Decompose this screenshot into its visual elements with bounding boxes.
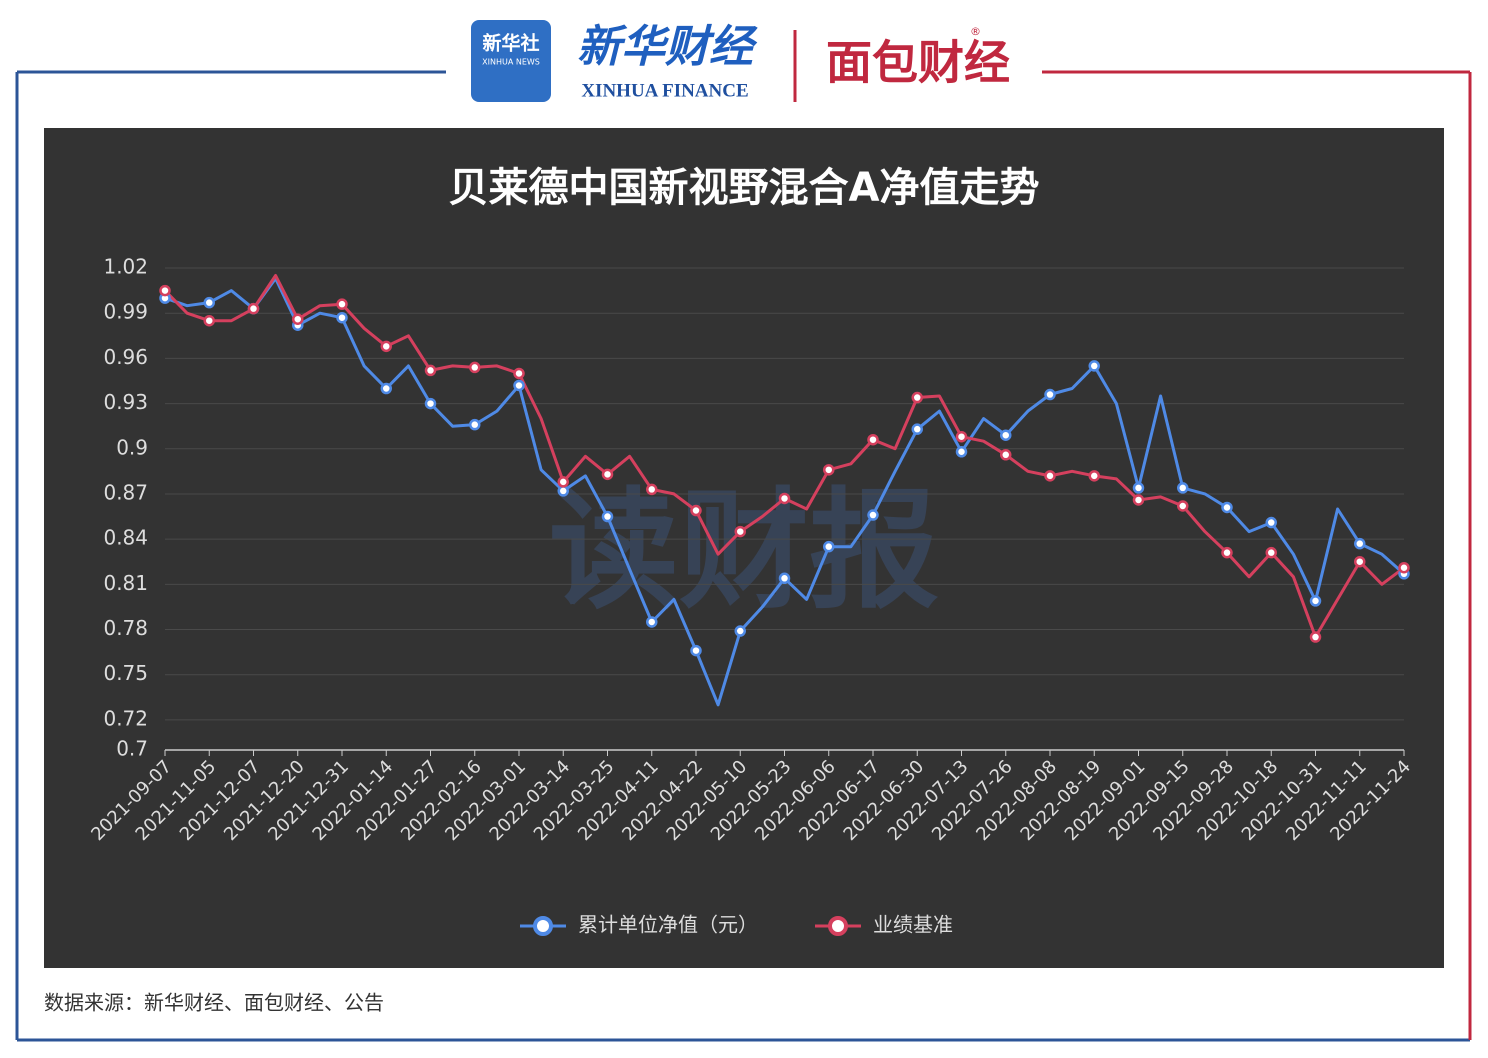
legend-label: 业绩基准	[873, 913, 953, 937]
data-point	[1000, 449, 1012, 461]
data-point	[1265, 516, 1277, 529]
data-point	[1309, 595, 1322, 607]
data-point	[380, 382, 392, 395]
data-point	[823, 464, 835, 476]
y-tick-label: 0.96	[103, 345, 148, 369]
data-point	[1354, 555, 1366, 568]
data-point	[1398, 561, 1410, 574]
data-point	[690, 504, 702, 517]
data-point	[159, 284, 171, 297]
data-point	[203, 296, 215, 309]
data-point	[955, 446, 968, 458]
y-tick-label: 1.02	[103, 255, 148, 279]
data-point	[1132, 494, 1145, 506]
data-point	[690, 644, 702, 657]
data-point	[1088, 470, 1100, 482]
y-tick-label: 0.84	[103, 526, 148, 550]
data-point	[1309, 631, 1322, 643]
data-point	[1000, 429, 1012, 441]
data-point	[1132, 482, 1145, 494]
y-tick-label: 0.81	[103, 571, 148, 595]
logo-partner: 面包财经	[826, 36, 1010, 90]
logo-agency: 新华社	[482, 32, 539, 55]
data-point	[557, 485, 569, 497]
data-point	[867, 509, 879, 521]
watermark: 读财报	[549, 475, 939, 627]
data-point	[1354, 537, 1366, 550]
logo-brand-en: XINHUA FINANCE	[581, 80, 748, 101]
legend-label: 累计单位净值（元）	[578, 913, 758, 937]
data-point	[247, 302, 260, 315]
source-note: 数据来源：新华财经、面包财经、公告	[44, 991, 384, 1015]
logo-badge	[471, 20, 551, 102]
data-point	[1044, 388, 1056, 401]
y-tick-label: 0.99	[103, 300, 148, 324]
data-point	[867, 433, 879, 446]
data-point	[1088, 360, 1100, 372]
legend-marker	[828, 916, 848, 936]
data-point	[823, 540, 835, 553]
data-point	[469, 361, 481, 374]
y-tick-label: 0.9	[116, 435, 148, 459]
data-point	[513, 379, 525, 392]
y-tick-label: 0.87	[103, 480, 148, 504]
logo-registered: ®	[970, 25, 981, 38]
y-tick-label: 0.93	[103, 390, 148, 414]
data-point	[955, 430, 968, 443]
data-point	[336, 298, 348, 310]
y-tick-label: 0.78	[103, 616, 148, 640]
data-point	[557, 476, 569, 488]
chart-title: 贝莱德中国新视野混合A净值走势	[449, 165, 1040, 211]
data-point	[911, 423, 923, 435]
data-point	[646, 616, 658, 628]
data-point	[1221, 501, 1233, 514]
y-tick-label: 0.72	[103, 706, 148, 730]
data-point	[203, 314, 215, 327]
data-point	[1177, 500, 1189, 512]
data-point	[469, 418, 481, 431]
data-point	[1221, 546, 1233, 559]
data-point	[513, 367, 525, 380]
y-tick-label: 0.75	[103, 661, 148, 685]
data-point	[646, 483, 658, 496]
data-point	[1265, 546, 1277, 559]
data-point	[601, 510, 614, 523]
data-point	[336, 311, 348, 324]
data-point	[1177, 482, 1189, 494]
data-point	[778, 492, 791, 505]
data-point	[778, 572, 791, 585]
data-point	[1044, 470, 1056, 482]
data-point	[292, 313, 304, 325]
legend-marker	[533, 916, 553, 936]
y-tick-label: 0.7	[116, 737, 148, 761]
data-point	[380, 340, 392, 353]
logo-brand: 新华财经	[577, 22, 758, 73]
data-point	[734, 625, 746, 637]
data-point	[601, 468, 614, 481]
data-point	[424, 364, 437, 377]
data-point	[424, 397, 437, 410]
data-point	[911, 391, 923, 404]
data-point	[734, 525, 746, 538]
logo-agency-en: XINHUA NEWS	[482, 58, 540, 67]
